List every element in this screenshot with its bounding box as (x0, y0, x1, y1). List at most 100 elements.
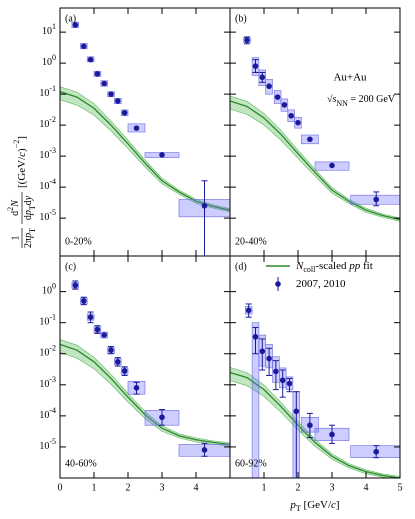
text-part: = 200 GeV (348, 94, 396, 105)
text-part: d (23, 215, 34, 220)
y-tick-label: 10-2 (39, 115, 56, 130)
energy-label: √sNN = 200 GeV (327, 94, 396, 108)
text-part: T (28, 228, 37, 233)
panel: 1 2 3 4 5 (d) 60-92% Ncoll-scaled pp fit 2007, 2… (229, 255, 403, 493)
data-point (108, 347, 114, 353)
y-tick-label: 10-5 (39, 437, 56, 452)
x-axis-label: pT [GeV/c] (289, 499, 339, 514)
text-part: 2π (23, 238, 34, 248)
data-point (252, 63, 259, 69)
data-point (94, 326, 101, 333)
ylabel-num: d2N (6, 199, 21, 216)
data-point (201, 447, 208, 453)
data-point (245, 307, 252, 314)
text-part: ) (16, 148, 28, 152)
data-point (266, 355, 272, 362)
centrality-label: 60-92% (235, 458, 267, 469)
text-part: c (331, 499, 336, 511)
centrality-label: 20-40% (235, 236, 267, 247)
x-tick-label: 3 (330, 482, 335, 493)
y-tick-label: 100 (42, 53, 56, 68)
data-point (307, 136, 313, 143)
data-point (295, 119, 301, 126)
data-point (133, 385, 140, 391)
data-point (252, 334, 259, 340)
text-part: T (28, 205, 37, 210)
data-point (101, 332, 107, 338)
data-point (81, 298, 87, 304)
text-part: −2 (12, 140, 21, 149)
text-part: fit (360, 260, 373, 272)
plot-area (230, 303, 400, 478)
data-point (72, 22, 79, 28)
fit-band (60, 339, 230, 447)
centrality-label: 40-60% (65, 458, 97, 469)
data-point (288, 112, 295, 119)
data-point (274, 94, 281, 100)
data-point (279, 377, 286, 384)
text-part: -scaled (315, 260, 349, 272)
text-part: coll (303, 265, 316, 274)
ylabel-unit: [(GeV/c)−2] (12, 136, 27, 188)
data-point (201, 202, 208, 209)
text-part: c (16, 152, 28, 157)
text-part: [(GeV/ (16, 156, 28, 188)
data-point (87, 314, 94, 321)
data-point (115, 98, 121, 104)
centrality-label: 0-20% (65, 236, 92, 247)
panel: 101 100 10-1 10-2 10-3 10-4 10-5 (a) 0-20% (39, 7, 231, 257)
y-tick-label: 10-2 (39, 344, 56, 359)
data-point (293, 408, 300, 415)
data-point (281, 102, 288, 108)
panel-frame (229, 7, 401, 257)
text-part: p (23, 233, 34, 239)
x-tick-label: 1 (92, 482, 97, 493)
x-tick-label: 1 (262, 482, 267, 493)
fit-line (60, 91, 230, 211)
text-part: √ (327, 94, 333, 105)
ylabel-den: dpTdy (23, 195, 37, 220)
panel-label: (c) (65, 261, 76, 272)
data-point (159, 414, 165, 421)
plot-area (60, 21, 230, 256)
data-point (244, 37, 250, 43)
data-point (72, 282, 79, 289)
text-part: [GeV/ (301, 499, 332, 511)
annotation: Au+Au (333, 72, 367, 84)
fit-line (230, 371, 400, 478)
y-tick-label: 10-5 (39, 208, 56, 223)
x-tick-label: 2 (126, 482, 131, 493)
x-tick-label: 4 (194, 482, 199, 493)
fit-band (230, 367, 400, 478)
text-part: ] (16, 136, 28, 140)
text-part: N (10, 199, 21, 208)
panel: 100 10-1 10-2 10-3 10-4 10-5 0 1 2 3 4 (c) 40-60% (39, 255, 231, 493)
y-tick-label: 10-1 (39, 313, 56, 328)
legend-label: 2007, 2010 (296, 278, 346, 290)
legend-label: Ncoll-scaled pp fit (295, 260, 373, 275)
text-part: y (23, 195, 34, 201)
data-point (273, 368, 279, 375)
data-point (373, 448, 380, 455)
data-point (329, 431, 335, 438)
panel-frame (229, 255, 401, 479)
plot-area (230, 36, 400, 222)
text-part: p (23, 210, 34, 216)
data-point (159, 152, 165, 158)
data-point (121, 368, 128, 374)
data-point (259, 348, 266, 355)
text-part: p (289, 499, 296, 511)
y-tick-label: 101 (42, 22, 56, 37)
data-point (329, 162, 335, 169)
y-tick-label: 10-4 (39, 406, 56, 421)
data-point (87, 56, 94, 63)
y-tick-label: 10-3 (39, 375, 56, 390)
data-point (133, 125, 140, 131)
text-part: T (296, 504, 301, 513)
fit-band (60, 86, 230, 213)
panel-label: (b) (235, 13, 247, 24)
data-point (121, 109, 128, 116)
text-part: ] (336, 499, 340, 511)
data-point (373, 196, 380, 203)
